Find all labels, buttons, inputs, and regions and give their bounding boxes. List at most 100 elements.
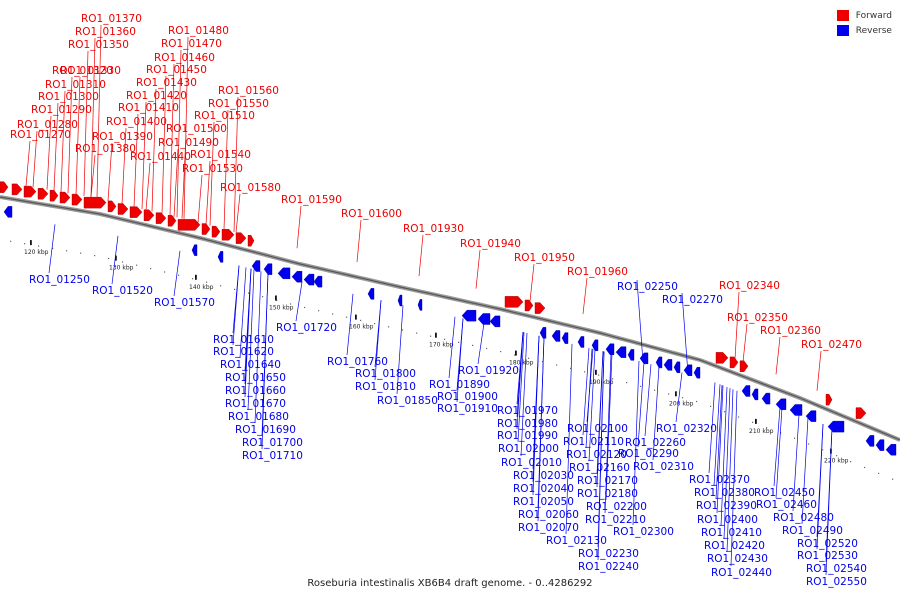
reverse-gene[interactable]	[673, 361, 681, 373]
reverse-gene-label[interactable]: RO1_02380	[694, 487, 755, 499]
reverse-gene[interactable]	[191, 244, 198, 256]
reverse-gene-label[interactable]: RO1_02010	[501, 457, 562, 469]
reverse-gene[interactable]	[805, 410, 817, 422]
reverse-gene-label[interactable]: RO1_01710	[242, 450, 303, 462]
forward-gene-label[interactable]: RO1_02340	[719, 280, 780, 292]
reverse-gene[interactable]	[577, 336, 585, 348]
reverse-gene-label[interactable]: RO1_01660	[225, 385, 286, 397]
forward-gene-label[interactable]: RO1_01330	[60, 65, 121, 77]
forward-gene-label[interactable]: RO1_01500	[166, 123, 227, 135]
reverse-gene[interactable]	[875, 439, 885, 451]
reverse-gene-label[interactable]: RO1_02540	[806, 563, 867, 575]
reverse-gene[interactable]	[591, 339, 599, 351]
reverse-gene-label[interactable]: RO1_01760	[327, 356, 388, 368]
reverse-gene-label[interactable]: RO1_02250	[617, 281, 678, 293]
reverse-gene[interactable]	[217, 251, 224, 263]
forward-gene-label[interactable]: RO1_01390	[92, 131, 153, 143]
reverse-gene-label[interactable]: RO1_01700	[242, 437, 303, 449]
forward-gene[interactable]	[23, 185, 37, 198]
forward-gene-label[interactable]: RO1_02470	[801, 339, 862, 351]
reverse-gene[interactable]	[761, 392, 771, 405]
reverse-gene-label[interactable]: RO1_01690	[235, 424, 296, 436]
reverse-gene-label[interactable]: RO1_02270	[662, 294, 723, 306]
forward-gene[interactable]	[524, 299, 534, 312]
forward-gene-label[interactable]: RO1_01490	[158, 137, 219, 149]
reverse-gene-label[interactable]: RO1_02550	[806, 576, 867, 588]
forward-gene-label[interactable]: RO1_01320	[52, 65, 113, 77]
reverse-gene-label[interactable]: RO1_01910	[437, 403, 498, 415]
reverse-gene-label[interactable]: RO1_02530	[797, 550, 858, 562]
reverse-gene-label[interactable]: RO1_02370	[689, 474, 750, 486]
reverse-gene[interactable]	[693, 366, 701, 379]
forward-gene-label[interactable]: RO1_01580	[220, 182, 281, 194]
forward-gene-label[interactable]: RO1_01960	[567, 266, 628, 278]
reverse-gene-label[interactable]: RO1_02170	[577, 475, 638, 487]
forward-gene-label[interactable]: RO1_01470	[161, 38, 222, 50]
forward-gene-label[interactable]: RO1_01350	[68, 39, 129, 51]
reverse-gene[interactable]	[303, 273, 315, 286]
forward-gene[interactable]	[167, 215, 177, 227]
reverse-gene-label[interactable]: RO1_02130	[546, 535, 607, 547]
forward-gene-label[interactable]: RO1_01480	[168, 25, 229, 37]
forward-gene-label[interactable]: RO1_01600	[341, 208, 402, 220]
forward-gene[interactable]	[729, 356, 739, 369]
reverse-gene-label[interactable]: RO1_02070	[518, 522, 579, 534]
legend-item-reverse[interactable]: Reverse	[836, 23, 892, 38]
forward-gene[interactable]	[825, 393, 833, 406]
reverse-gene[interactable]	[417, 299, 423, 311]
reverse-gene-label[interactable]: RO1_02060	[518, 509, 579, 521]
reverse-gene-label[interactable]: RO1_02180	[577, 488, 638, 500]
reverse-gene[interactable]	[489, 315, 501, 328]
reverse-gene[interactable]	[751, 388, 759, 401]
reverse-gene-label[interactable]: RO1_01920	[458, 365, 519, 377]
reverse-gene[interactable]	[3, 206, 13, 218]
forward-gene-label[interactable]: RO1_01460	[154, 52, 215, 64]
reverse-gene-label[interactable]: RO1_02420	[704, 540, 765, 552]
forward-gene-label[interactable]: RO1_01280	[17, 119, 78, 131]
reverse-gene-label[interactable]: RO1_02200	[586, 501, 647, 513]
reverse-gene-label[interactable]: RO1_02000	[498, 443, 559, 455]
reverse-gene-label[interactable]: RO1_01650	[225, 372, 286, 384]
reverse-gene[interactable]	[461, 309, 477, 322]
reverse-gene[interactable]	[885, 444, 897, 456]
reverse-gene[interactable]	[775, 398, 787, 410]
reverse-gene-label[interactable]: RO1_01610	[213, 334, 274, 346]
forward-gene-label[interactable]: RO1_01450	[146, 64, 207, 76]
reverse-gene-label[interactable]: RO1_01980	[497, 418, 558, 430]
forward-gene-label[interactable]: RO1_01550	[208, 98, 269, 110]
reverse-gene[interactable]	[251, 260, 261, 272]
reverse-gene[interactable]	[655, 356, 663, 369]
reverse-gene-label[interactable]: RO1_01970	[497, 405, 558, 417]
reverse-gene-label[interactable]: RO1_02290	[618, 448, 679, 460]
reverse-gene-label[interactable]: RO1_02110	[563, 436, 624, 448]
forward-gene[interactable]	[0, 181, 9, 193]
reverse-gene[interactable]	[313, 275, 323, 288]
forward-gene[interactable]	[221, 229, 235, 241]
reverse-gene-label[interactable]: RO1_01620	[213, 346, 274, 358]
forward-gene[interactable]	[143, 209, 155, 221]
reverse-gene-label[interactable]: RO1_01990	[497, 430, 558, 442]
reverse-gene[interactable]	[551, 330, 561, 342]
forward-gene-label[interactable]: RO1_01440	[130, 151, 191, 163]
forward-gene[interactable]	[534, 302, 546, 314]
forward-gene[interactable]	[59, 191, 71, 204]
reverse-gene-label[interactable]: RO1_02460	[756, 499, 817, 511]
forward-gene-label[interactable]: RO1_01540	[190, 149, 251, 161]
reverse-gene-label[interactable]: RO1_01570	[154, 297, 215, 309]
forward-gene-label[interactable]: RO1_01410	[118, 102, 179, 114]
reverse-gene-label[interactable]: RO1_02440	[711, 567, 772, 579]
forward-gene[interactable]	[83, 196, 107, 209]
reverse-gene-label[interactable]: RO1_01640	[220, 359, 281, 371]
forward-gene-label[interactable]: RO1_01360	[75, 26, 136, 38]
reverse-gene-label[interactable]: RO1_02240	[578, 561, 639, 573]
forward-gene-label[interactable]: RO1_01590	[281, 194, 342, 206]
reverse-gene[interactable]	[291, 271, 303, 283]
reverse-gene-label[interactable]: RO1_02230	[578, 548, 639, 560]
forward-gene[interactable]	[107, 200, 117, 213]
forward-gene-label[interactable]: RO1_01510	[194, 110, 255, 122]
reverse-gene-label[interactable]: RO1_02160	[569, 462, 630, 474]
reverse-gene-label[interactable]: RO1_01890	[429, 379, 490, 391]
reverse-gene[interactable]	[605, 343, 615, 355]
forward-gene[interactable]	[129, 206, 143, 218]
reverse-gene-label[interactable]: RO1_02520	[797, 538, 858, 550]
